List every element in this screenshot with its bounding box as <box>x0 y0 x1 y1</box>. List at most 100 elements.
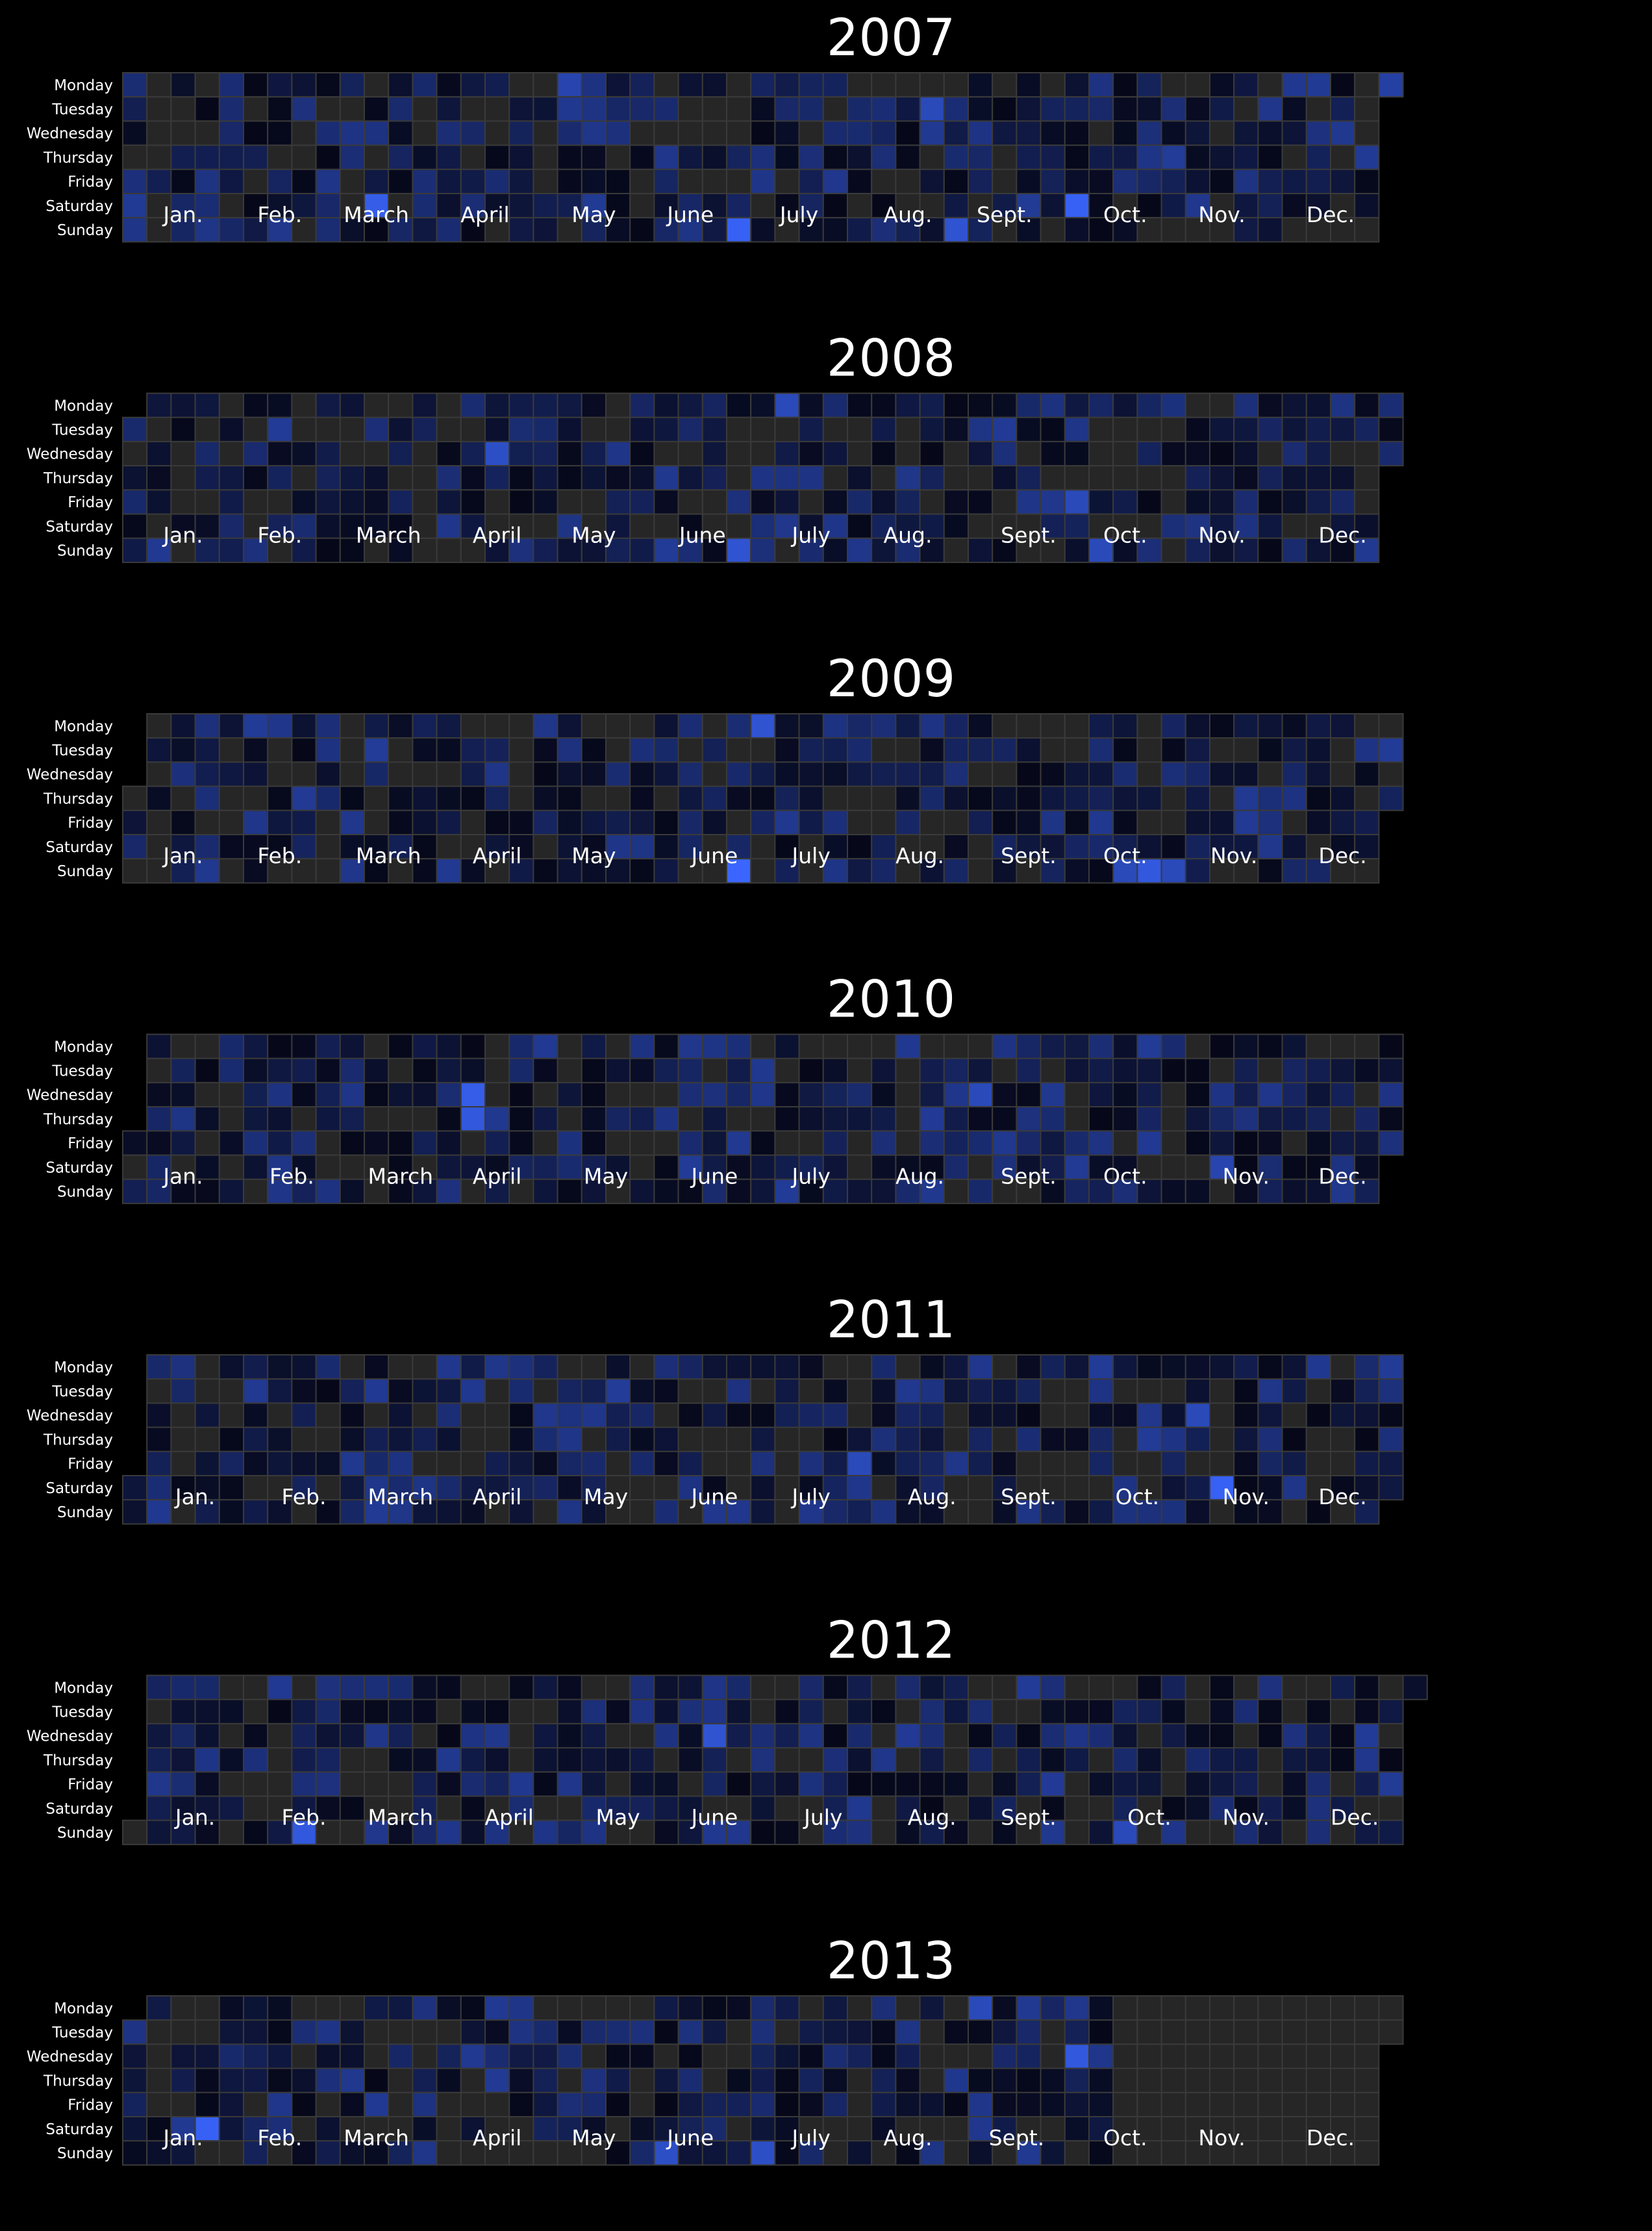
day-cell <box>1112 489 1138 515</box>
day-cell <box>1354 513 1380 539</box>
day-cell <box>919 120 945 146</box>
day-cell <box>1184 1722 1211 1749</box>
day-cell <box>388 1819 414 1845</box>
day-cell <box>315 713 341 739</box>
day-cell <box>1064 834 1090 860</box>
day-cell <box>1040 785 1066 811</box>
day-cell <box>146 1674 172 1700</box>
day-cell <box>992 1057 1018 1083</box>
day-cell <box>629 809 655 836</box>
day-cell <box>629 2043 655 2069</box>
day-cell <box>1160 1130 1186 1156</box>
day-cell <box>146 1995 172 2021</box>
day-cell <box>774 193 800 219</box>
day-cell <box>1160 809 1186 836</box>
day-cell <box>1305 168 1332 194</box>
day-cell <box>1064 144 1090 170</box>
day-cell <box>267 537 293 563</box>
day-cell <box>1305 2091 1332 2118</box>
day-cell <box>581 1747 607 1773</box>
day-cell <box>943 2043 970 2069</box>
day-cell <box>146 2091 172 2118</box>
day-cell <box>822 1033 849 1059</box>
day-cell <box>677 168 703 194</box>
day-cell <box>218 1057 244 1083</box>
day-cell <box>1378 440 1404 467</box>
weekday-label-saturday: Saturday <box>45 518 113 535</box>
day-cell <box>822 713 849 739</box>
day-cell <box>1281 144 1307 170</box>
day-cell <box>243 1722 269 1749</box>
day-cell <box>412 96 438 122</box>
day-cell <box>750 96 776 122</box>
day-cell <box>460 1747 486 1773</box>
day-cell <box>146 1747 172 1773</box>
day-cell <box>1209 96 1235 122</box>
day-cell <box>605 1795 631 1821</box>
day-cell <box>243 761 269 787</box>
day-cell <box>364 1795 390 1821</box>
day-cell <box>1209 1747 1235 1773</box>
day-cell <box>243 1106 269 1132</box>
day-cell <box>1233 1033 1259 1059</box>
day-cell <box>508 193 534 219</box>
day-cell <box>701 2043 728 2069</box>
day-cell <box>895 713 921 739</box>
day-cell <box>1257 465 1283 491</box>
day-cell <box>1354 785 1380 811</box>
day-cell <box>412 1475 438 1501</box>
day-cell <box>1330 1106 1356 1132</box>
day-cell <box>557 1402 582 1428</box>
day-cell <box>1209 785 1235 811</box>
day-cell <box>1184 1426 1211 1452</box>
day-cell <box>436 193 462 219</box>
day-cell <box>412 416 438 442</box>
day-cell <box>315 1057 341 1083</box>
day-cell <box>1305 1354 1332 1380</box>
day-cell <box>847 1747 873 1773</box>
day-cell <box>412 1354 438 1380</box>
day-cell <box>726 1106 752 1132</box>
day-cell <box>1257 1698 1283 1724</box>
day-cell <box>146 1499 172 1525</box>
day-cells-2013 <box>122 1995 1404 2166</box>
day-cell <box>1281 1154 1307 1180</box>
day-cell <box>388 2043 414 2069</box>
day-cell <box>774 2140 800 2166</box>
day-cell <box>267 168 293 194</box>
day-cell <box>364 465 390 491</box>
month-label: Nov. <box>1198 2125 1245 2150</box>
day-cell <box>1088 809 1114 836</box>
day-cell <box>629 72 655 98</box>
day-cell <box>170 392 196 418</box>
day-cell <box>146 1178 172 1204</box>
day-cell <box>774 96 800 122</box>
day-cell <box>1330 2091 1356 2118</box>
day-cell <box>484 1057 510 1083</box>
month-label: Aug. <box>884 523 932 548</box>
day-cell <box>774 465 800 491</box>
day-cell <box>774 785 800 811</box>
day-cell <box>1257 96 1283 122</box>
day-cell <box>460 737 486 763</box>
day-cell <box>1160 144 1186 170</box>
day-cell <box>677 1795 703 1821</box>
day-cell <box>364 2067 390 2093</box>
day-cell <box>388 1106 414 1132</box>
day-cell <box>364 1722 390 1749</box>
day-cell <box>1112 1081 1138 1108</box>
day-cell <box>364 416 390 442</box>
day-cell <box>1184 1057 1211 1083</box>
day-cell <box>1378 713 1404 739</box>
day-cell <box>436 1747 462 1773</box>
day-cell <box>919 785 945 811</box>
day-cell <box>557 2091 582 2118</box>
day-cell <box>677 1499 703 1525</box>
day-cell <box>1305 737 1332 763</box>
day-cell <box>532 713 558 739</box>
day-cell <box>653 1475 679 1501</box>
day-cell <box>1257 1106 1283 1132</box>
day-cell <box>1354 1795 1380 1821</box>
day-cell <box>847 1154 873 1180</box>
month-label: April <box>484 1805 533 1830</box>
